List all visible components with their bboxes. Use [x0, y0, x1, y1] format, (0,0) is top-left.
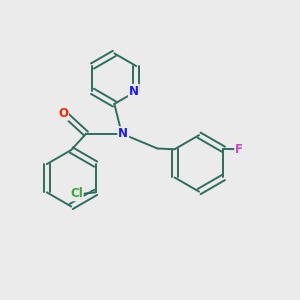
Text: N: N	[129, 85, 139, 98]
Text: F: F	[235, 143, 243, 156]
Text: O: O	[58, 107, 68, 120]
Text: Cl: Cl	[70, 187, 83, 200]
Text: N: N	[118, 127, 128, 140]
